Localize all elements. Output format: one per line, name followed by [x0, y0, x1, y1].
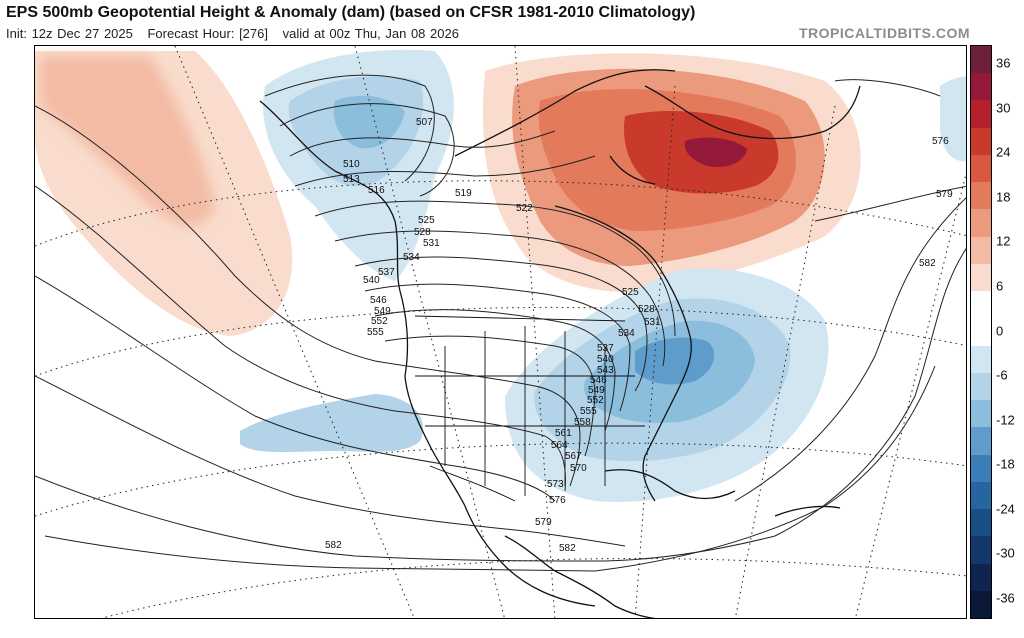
contour-label: 513	[343, 174, 360, 185]
site-credit: TROPICALTIDBITS.COM	[798, 25, 970, 41]
contour-label: 528	[414, 227, 431, 238]
map-canvas: 507 510 513 516 519 522 525 528 531 534 …	[35, 46, 966, 618]
contour-label: 579	[936, 189, 953, 200]
colorbar-tick-label: 6	[996, 278, 1004, 294]
contour-label: 564	[551, 440, 568, 451]
contour-label: 582	[559, 543, 576, 554]
contour-label: 552	[587, 395, 604, 406]
contour-label: 549	[374, 306, 391, 317]
pacific-positive-anomaly-core	[40, 56, 215, 226]
contour-label: 528	[638, 304, 655, 315]
contour-label: 576	[932, 136, 949, 147]
weather-map: 507 510 513 516 519 522 525 528 531 534 …	[34, 45, 967, 619]
colorbar-tick-label: -36	[996, 590, 1015, 606]
colorbar-segment	[971, 154, 991, 183]
contour-label: 582	[325, 540, 342, 551]
contour-label: 558	[574, 417, 591, 428]
colorbar-segment	[971, 100, 991, 129]
colorbar-segment	[971, 372, 991, 401]
contour-label: 546	[590, 375, 607, 386]
contour-label: 525	[622, 287, 639, 298]
colorbar-tick-label: -12	[996, 412, 1015, 428]
colorbar-segment	[971, 509, 991, 537]
contour-label: 543	[597, 365, 614, 376]
subtropical-negative-anomaly	[240, 394, 423, 453]
contour-labels: 507 510 513 516 519 522 525 528 531 534 …	[325, 117, 953, 554]
contour-label: 552	[371, 316, 388, 327]
contour-label: 567	[565, 451, 582, 462]
contour-label: 576	[549, 495, 566, 506]
colorbar-segment	[971, 291, 991, 319]
contour-label: 507	[416, 117, 433, 128]
contour-label: 582	[919, 258, 936, 269]
contour-label: 540	[363, 275, 380, 286]
contour-label: 537	[378, 267, 395, 278]
colorbar-segment	[971, 46, 991, 74]
colorbar-tick-label: 0	[996, 323, 1004, 338]
coastlines	[259, 69, 861, 618]
colorbar-segment	[971, 536, 991, 565]
colorbar-segment	[971, 345, 991, 374]
contour-label: 540	[597, 354, 614, 365]
colorbar-tick-label: -24	[996, 501, 1015, 517]
colorbar-segment	[971, 590, 991, 619]
colorbar-segment	[971, 236, 991, 265]
anomaly-colorbar	[970, 45, 992, 619]
map-title: EPS 500mb Geopotential Height & Anomaly …	[6, 4, 696, 21]
anomaly-shading	[35, 49, 966, 502]
valid-time: valid at 00z Thu, Jan 08 2026	[282, 26, 459, 41]
colorbar-segment	[971, 127, 991, 156]
greenland-positive-anomaly-core	[684, 137, 747, 168]
contour-label: 516	[368, 185, 385, 196]
colorbar-segment	[971, 427, 991, 456]
contour-label: 579	[535, 517, 552, 528]
init-time: Init: 12z Dec 27 2025	[6, 26, 133, 41]
colorbar-segment	[971, 318, 991, 347]
colorbar-tick-label: 30	[996, 100, 1011, 116]
colorbar-tick-label: -6	[996, 367, 1008, 383]
colorbar-segment	[971, 563, 991, 592]
run-info: Init: 12z Dec 27 2025 Forecast Hour: [27…	[6, 26, 459, 41]
colorbar-tick-label: -18	[996, 456, 1015, 472]
colorbar-tick-label: -30	[996, 545, 1015, 561]
contour-label: 549	[588, 385, 605, 396]
contour-label: 570	[570, 463, 587, 474]
atlantic-negative-anomaly	[940, 76, 966, 162]
contour-label: 522	[516, 203, 533, 214]
contour-label: 510	[343, 159, 360, 170]
colorbar-segment	[971, 454, 991, 483]
contour-label: 561	[555, 428, 572, 439]
colorbar-tick-label: 18	[996, 189, 1011, 205]
contour-label: 525	[418, 215, 435, 226]
colorbar-tick-label: 12	[996, 233, 1011, 249]
colorbar-segment	[971, 263, 991, 292]
contour-label: 531	[644, 317, 661, 328]
colorbar-tick-label: 24	[996, 144, 1011, 160]
height-contours	[35, 74, 966, 572]
colorbar-segment	[971, 400, 991, 428]
colorbar-segment	[971, 209, 991, 238]
contour-label: 534	[618, 328, 635, 339]
colorbar-segment	[971, 481, 991, 510]
contour-label: 546	[370, 295, 387, 306]
borders	[414, 315, 645, 502]
contour-label: 531	[423, 238, 440, 249]
contour-label: 573	[547, 479, 564, 490]
colorbar-segment	[971, 182, 991, 210]
alaska-negative-anomaly-core	[333, 95, 405, 149]
colorbar-segment	[971, 73, 991, 101]
forecast-hour: Forecast Hour: [276]	[147, 26, 268, 41]
contour-label: 534	[403, 252, 420, 263]
contour-label: 555	[367, 327, 384, 338]
colorbar-tick-label: 36	[996, 55, 1011, 71]
contour-label: 519	[455, 188, 472, 199]
contour-label: 537	[597, 343, 614, 354]
contour-label: 555	[580, 406, 597, 417]
